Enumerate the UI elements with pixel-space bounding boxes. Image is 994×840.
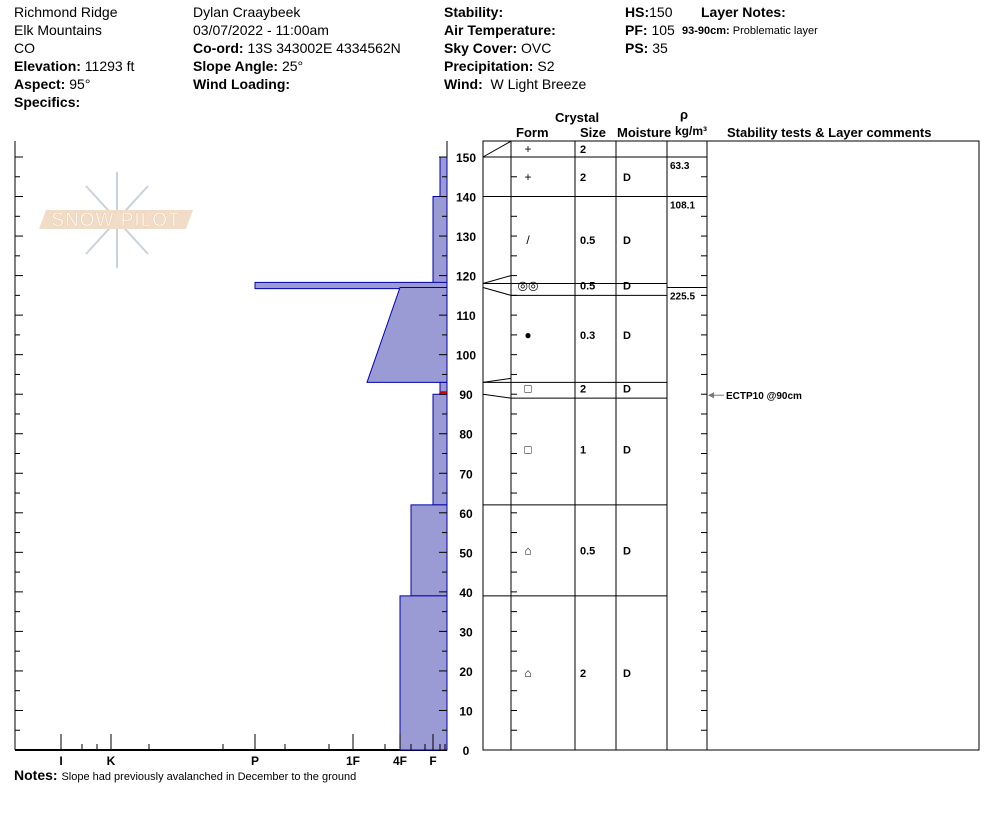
datetime: 03/07/2022 - 11:00am (193, 22, 329, 38)
height-tick-label: 0 (463, 744, 470, 758)
density-value: 225.5 (670, 291, 695, 302)
height-tick-label: 30 (459, 625, 473, 639)
stability-test-label: ECTP10 @90cm (726, 391, 802, 402)
snowpilot-logo: SNOW PILOT (39, 172, 193, 268)
layer-notes-label: Layer Notes: (701, 4, 786, 20)
crystal-form-icon: + (524, 170, 531, 184)
hardness-tick-label: 4F (393, 754, 407, 768)
crystal-form-icon: ⌂ (524, 666, 531, 680)
hardness-tick-label: P (251, 754, 259, 768)
hs: HS:150 (625, 4, 673, 20)
height-tick-label: 60 (459, 507, 473, 521)
form-header: Form (516, 125, 549, 140)
height-tick-label: 110 (456, 309, 476, 323)
crystal-size: 0.5 (580, 545, 595, 557)
moisture: D (623, 235, 631, 247)
state: CO (14, 40, 35, 56)
crystal-form-icon: / (526, 233, 530, 247)
stability-label: Stability: (444, 4, 504, 20)
hardness-bar (399, 595, 448, 751)
hardness-tick-label: K (107, 754, 116, 768)
layer-connector (482, 393, 512, 399)
size-header: Size (580, 125, 607, 140)
sky-cover: Sky Cover: OVC (444, 40, 552, 56)
aspect: Aspect: 95° (14, 76, 91, 92)
slope: Slope Angle: 25° (193, 58, 304, 74)
crystal-form-icon: ⌂ (524, 543, 531, 557)
crystal-form-icon: □ (524, 443, 531, 457)
pf: PF: 105 (625, 22, 675, 38)
ps: PS: 35 (625, 40, 668, 56)
density-value: 108.1 (670, 201, 695, 212)
observer: Dylan Craaybeek (193, 4, 301, 20)
crystal-form-icon: □ (524, 381, 531, 395)
height-tick-label: 70 (459, 467, 473, 481)
height-tick-label: 100 (456, 349, 476, 363)
crystal-form-icon: ● (524, 328, 531, 342)
crystal-header: Crystal (555, 110, 600, 125)
height-tick-label: 20 (459, 665, 473, 679)
layer-connector (482, 275, 512, 284)
density-value: 63.3 (670, 161, 690, 172)
crystal-size: 2 (580, 172, 586, 184)
elevation: Elevation: 11293 ft (14, 58, 135, 74)
moisture: D (623, 668, 631, 680)
crystal-form-icon: + (524, 142, 531, 156)
coord: Co-ord: 13S 343002E 4334562N (193, 40, 401, 56)
layer-connector (482, 286, 512, 296)
location: Richmond Ridge (14, 4, 118, 20)
moisture: D (623, 445, 631, 457)
height-tick-label: 130 (456, 230, 476, 244)
moisture-header: Moisture (617, 125, 672, 140)
crystal-size: 2 (580, 668, 586, 680)
logo-band (39, 210, 193, 229)
height-tick-label: 150 (456, 151, 476, 165)
crystal-size: 0.5 (580, 235, 595, 247)
comments-header: Stability tests & Layer comments (727, 125, 932, 140)
height-tick-label: 80 (459, 428, 473, 442)
crystal-size: 2 (580, 144, 586, 156)
crystal-size: 0.5 (580, 280, 595, 292)
crystal-size: 2 (580, 383, 586, 395)
height-tick-label: 50 (459, 546, 473, 560)
moisture: D (623, 280, 631, 292)
logo-text: SNOW PILOT (51, 210, 180, 231)
precipitation: Precipitation: S2 (444, 58, 555, 74)
layer-connector (482, 377, 512, 383)
hardness-bar (432, 393, 448, 506)
density-unit-header: kg/m³ (675, 124, 708, 138)
range: Elk Mountains (14, 22, 102, 38)
specifics-label: Specifics: (14, 94, 81, 110)
hardness-tick-label: 1F (346, 754, 360, 768)
rho-header: ρ (680, 107, 689, 122)
height-tick-label: 10 (459, 704, 473, 718)
hardness-tick-label: F (429, 754, 436, 768)
wind-loading-label: Wind Loading: (193, 76, 291, 92)
layer-table (482, 140, 980, 751)
notes: Notes: Slope had previously avalanched i… (14, 767, 357, 783)
height-tick-label: 40 (459, 586, 473, 600)
hardness-bar (410, 504, 448, 597)
crystal-form-icon: ◎◎ (518, 278, 539, 292)
hardness-tick-label: I (59, 754, 62, 768)
crystal-size: 1 (580, 445, 586, 457)
moisture: D (623, 172, 631, 184)
crystal-size: 0.3 (580, 330, 595, 342)
air-temp-label: Air Temperature: (444, 22, 556, 38)
moisture: D (623, 545, 631, 557)
moisture: D (623, 330, 631, 342)
hardness-bar (366, 286, 448, 383)
height-tick-label: 140 (456, 191, 476, 205)
hardness-bar (432, 196, 448, 285)
layer-note: 93-90cm: Problematic layer (682, 25, 818, 37)
height-tick-label: 90 (459, 388, 473, 402)
layer-connector (482, 140, 512, 158)
moisture: D (623, 383, 631, 395)
wind: Wind: W Light Breeze (444, 76, 587, 92)
height-tick-label: 120 (456, 270, 476, 284)
test-arrow-head (708, 392, 714, 399)
